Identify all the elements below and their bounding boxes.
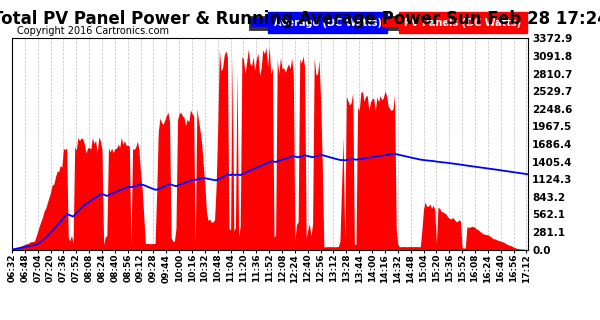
Legend: Average (DC Watts), PV Panels (DC Watts): Average (DC Watts), PV Panels (DC Watts) [250,16,523,30]
Text: Copyright 2016 Cartronics.com: Copyright 2016 Cartronics.com [17,26,169,36]
Text: Total PV Panel Power & Running Average Power Sun Feb 28 17:24: Total PV Panel Power & Running Average P… [0,10,600,28]
